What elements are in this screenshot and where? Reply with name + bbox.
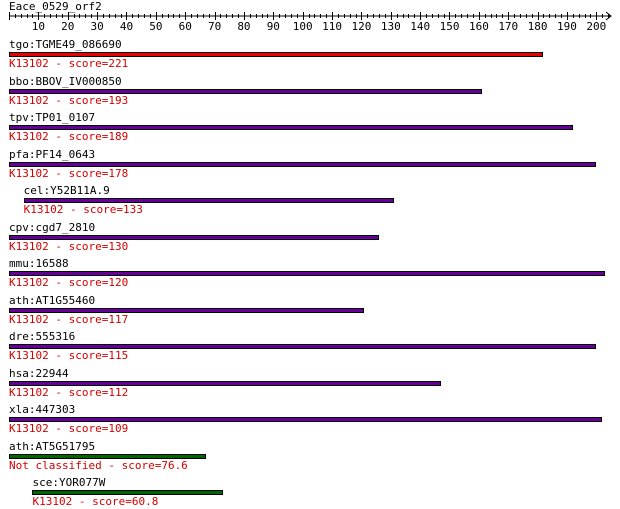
axis-tick-label: 150 <box>439 20 460 33</box>
axis-tick-label: 200 <box>586 20 607 33</box>
hit-bar[interactable] <box>9 417 603 422</box>
query-name: Eace_0529_orf2 <box>9 0 102 13</box>
axis-tick-label: 110 <box>322 20 342 33</box>
hit-bar[interactable] <box>9 88 482 94</box>
hit-bar[interactable] <box>9 380 441 386</box>
hit-bar[interactable] <box>23 198 394 203</box>
hit-bar[interactable] <box>9 161 597 167</box>
hit-bar[interactable] <box>9 234 379 240</box>
axis-tick-label: 130 <box>380 20 401 33</box>
hit-score-label[interactable]: K13102 - score=109 <box>9 422 129 435</box>
hit-score-label[interactable]: K13102 - score=133 <box>23 203 143 216</box>
hit-name[interactable]: mmu:16588 <box>9 257 69 270</box>
axis-tick-label: 30 <box>90 20 104 33</box>
axis-tick-label: 170 <box>498 20 519 33</box>
axis-tick-label: 80 <box>237 20 251 33</box>
hit-name[interactable]: dre:555316 <box>9 330 76 343</box>
axis-tick-label: 100 <box>292 20 313 33</box>
hit-score-label[interactable]: K13102 - score=178 <box>9 166 129 180</box>
hit-name[interactable]: ath:AT5G51795 <box>9 439 96 453</box>
hit-name[interactable]: ath:AT1G55460 <box>9 293 96 307</box>
axis-tick-label: 10 <box>31 20 46 33</box>
hit-bar[interactable] <box>9 271 606 276</box>
axis-tick-label: 140 <box>410 20 431 33</box>
axis-tick-label: 120 <box>351 20 372 33</box>
hit-score-label[interactable]: K13102 - score=120 <box>9 276 129 289</box>
hit-name[interactable]: bbo:BBOV_IV000850 <box>9 74 122 88</box>
hit-name[interactable]: tpv:TP01_0107 <box>9 111 96 124</box>
axis-tick-label: 20 <box>61 20 75 33</box>
axis-tick-label: 90 <box>266 20 280 33</box>
hit-name[interactable]: tgo:TGME49_086690 <box>9 38 122 51</box>
hit-score-label[interactable]: K13102 - score=60.8 <box>32 495 159 508</box>
axis-tick-label: 50 <box>149 20 163 33</box>
hit-score-label[interactable]: K13102 - score=117 <box>9 312 129 326</box>
hit-score-label[interactable]: K13102 - score=221 <box>9 57 129 70</box>
hit-name[interactable]: cpv:cgd7_2810 <box>9 220 96 234</box>
hit-score-label[interactable]: K13102 - score=189 <box>9 130 129 143</box>
hit-name[interactable]: hsa:22944 <box>9 366 69 380</box>
axis-tick-label: 180 <box>527 20 548 33</box>
hit-bar[interactable] <box>9 307 365 313</box>
axis-tick-label: 60 <box>178 20 192 33</box>
hit-score-label[interactable]: Not classified - score=76.6 <box>9 458 188 472</box>
hit-name[interactable]: sce:YOR077W <box>32 476 106 489</box>
hit-score-label[interactable]: K13102 - score=112 <box>9 385 129 399</box>
hit-bar[interactable] <box>9 52 544 57</box>
hit-score-label[interactable]: K13102 - score=130 <box>9 239 129 253</box>
axis-tick-label: 190 <box>557 20 577 33</box>
hit-score-label[interactable]: K13102 - score=115 <box>9 349 129 362</box>
hit-name[interactable]: cel:Y52B11A.9 <box>23 184 110 197</box>
axis-tick-label: 40 <box>119 20 134 33</box>
hit-bar[interactable] <box>9 453 206 459</box>
hit-name[interactable]: xla:447303 <box>9 403 76 416</box>
hit-bar[interactable] <box>9 344 597 349</box>
hit-bar[interactable] <box>9 125 573 130</box>
hit-score-label[interactable]: K13102 - score=193 <box>9 93 129 107</box>
axis-tick-label: 160 <box>468 20 489 33</box>
axis-tick-label: 70 <box>207 20 222 33</box>
axis-arrow <box>605 11 612 21</box>
hit-name[interactable]: pfa:PF14_0643 <box>9 147 96 161</box>
hit-bar[interactable] <box>32 490 224 495</box>
sequence-axis <box>9 11 612 21</box>
